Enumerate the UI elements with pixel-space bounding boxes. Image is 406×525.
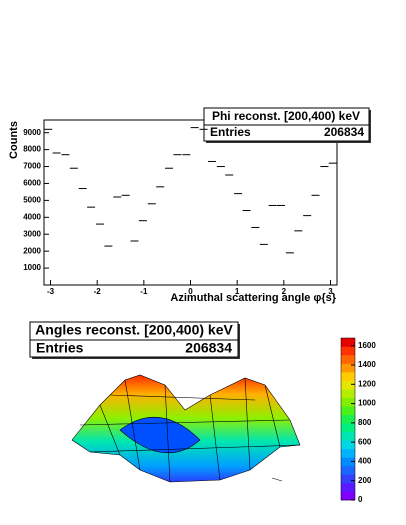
z-tick-label: 600: [358, 437, 372, 446]
y-tick-label: 6000: [23, 179, 41, 188]
x-tick-label: -1: [140, 287, 148, 296]
palette-cell: [341, 380, 355, 390]
palette-cell: [341, 457, 355, 467]
x-tick-label: -2: [94, 287, 102, 296]
stats-entries-label: Entries: [36, 340, 84, 356]
surface: [71, 374, 301, 483]
y-tick-label: 8000: [23, 145, 41, 154]
palette-cell: [341, 482, 355, 492]
x-tick-label: -3: [47, 287, 55, 296]
x-axis-label: Azimuthal scattering angle φ{s}: [170, 292, 336, 304]
z-tick-label: 200: [358, 476, 372, 485]
z-tick-label: 0: [358, 495, 363, 504]
z-tick-label: 400: [358, 457, 372, 466]
palette-cell: [341, 338, 355, 347]
plot-frame: [43, 119, 338, 286]
palette-cell: [341, 346, 355, 356]
palette-cell: [341, 423, 355, 433]
palette-cell: [341, 414, 355, 424]
z-tick-label: 800: [358, 418, 372, 427]
stats-title: Angles reconst. [200,400) keV: [35, 322, 233, 338]
stats-entries-value: 206834: [324, 125, 364, 139]
surface-hollow: [119, 416, 201, 454]
x-tick-label: 2: [282, 287, 287, 296]
x-tick-label: 1: [235, 287, 240, 296]
palette-cell: [341, 448, 355, 458]
palette-cell: [341, 491, 355, 501]
y-tick-label: 4000: [23, 212, 41, 221]
palette-cell: [341, 372, 355, 381]
y-axis-label: Counts: [8, 121, 20, 159]
z-tick-label: 1400: [358, 360, 376, 369]
z-tick-label: 1000: [358, 399, 376, 408]
x-tick-label: 0: [188, 287, 193, 296]
surface-grid: [79, 377, 301, 483]
z-tick-label: 1600: [358, 341, 376, 350]
stats-entries-value: 206834: [185, 340, 232, 356]
y-tick-label: 5000: [23, 195, 41, 204]
palette-cell: [341, 431, 355, 441]
y-tick-label: 9000: [23, 128, 41, 137]
y-tick-label: 7000: [23, 162, 41, 171]
y-tick-label: 3000: [23, 229, 41, 238]
palette-cell: [341, 355, 355, 364]
palette-cell: [341, 474, 355, 484]
palette-cell: [341, 389, 355, 398]
palette-cell: [341, 465, 355, 475]
y-tick-label: 1000: [23, 263, 41, 272]
palette-cell: [341, 406, 355, 416]
stats-entries-label: Entries: [210, 125, 251, 139]
palette-cell: [341, 440, 355, 450]
y-tick-label: 2000: [23, 246, 41, 255]
surface-fragment: [271, 477, 283, 482]
palette-cell: [341, 397, 355, 407]
palette-cell: [341, 363, 355, 373]
palette-frame: [340, 337, 356, 501]
z-tick-label: 1200: [358, 379, 376, 388]
stats-title: Phi reconst. [200,400) keV: [212, 109, 360, 123]
x-tick-label: 3: [328, 287, 333, 296]
